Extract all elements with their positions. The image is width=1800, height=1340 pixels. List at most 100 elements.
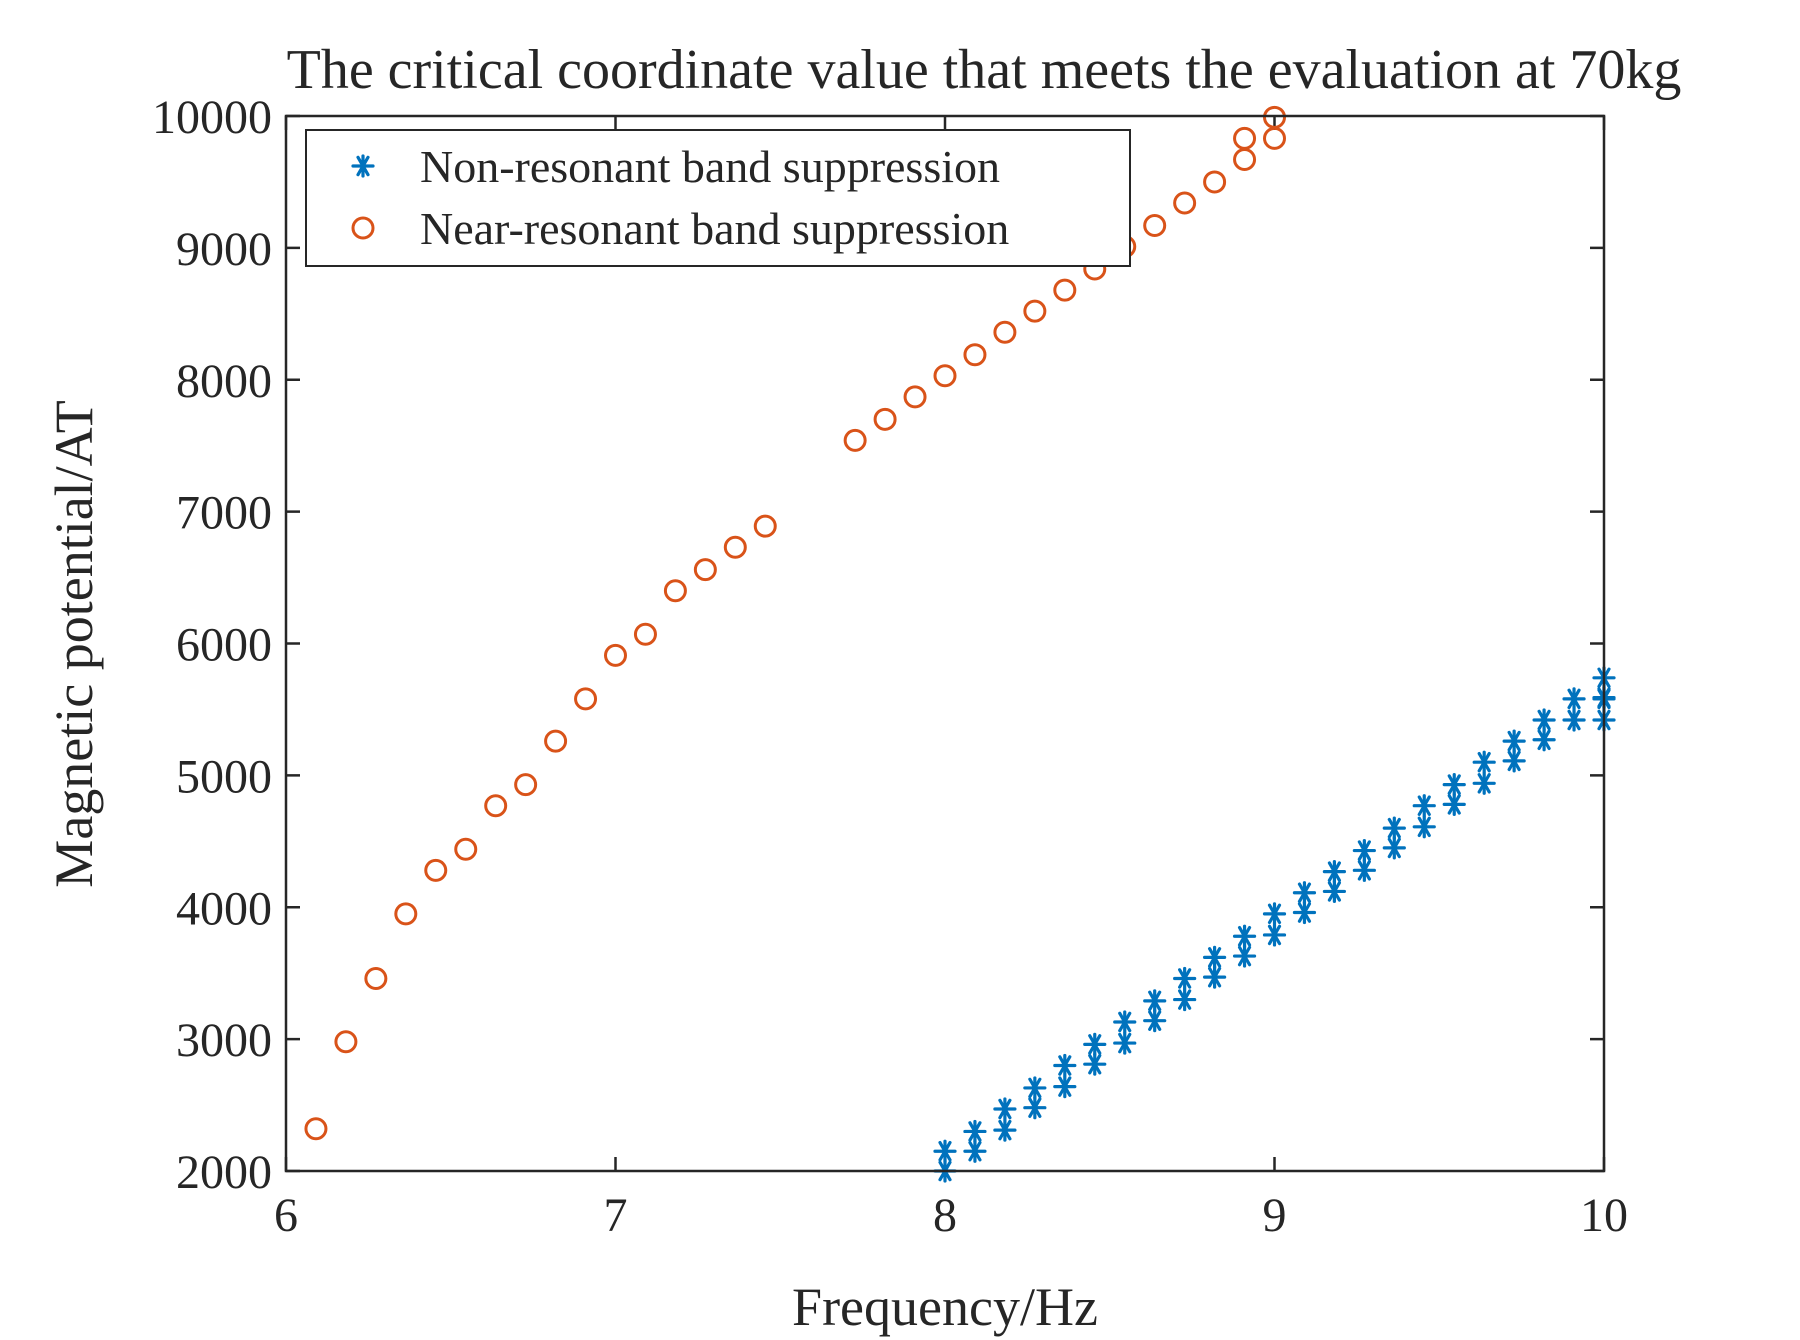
data-point	[933, 364, 957, 388]
data-point	[1382, 816, 1406, 840]
data-point	[903, 385, 927, 409]
y-tick-label: 9000	[176, 223, 272, 276]
y-tick-label: 6000	[176, 619, 272, 672]
data-point	[933, 1139, 957, 1163]
data-point	[1472, 771, 1496, 795]
data-point	[1322, 860, 1347, 884]
y-tick-label: 8000	[176, 355, 272, 408]
data-point	[1202, 945, 1227, 969]
x-tick-label: 7	[604, 1189, 628, 1242]
data-point	[1023, 1076, 1047, 1100]
data-point	[1412, 794, 1436, 818]
data-point	[454, 837, 478, 861]
data-point	[1232, 924, 1257, 948]
data-point	[1232, 944, 1257, 968]
data-point	[1143, 213, 1167, 237]
chart-title: The critical coordinate value that meets…	[287, 39, 1682, 101]
data-point	[1262, 923, 1287, 947]
y-tick-label: 10000	[152, 91, 272, 144]
data-point	[1262, 902, 1287, 926]
data-point	[1173, 987, 1197, 1012]
legend-box	[305, 129, 1131, 267]
data-point	[574, 687, 598, 711]
data-point	[963, 343, 987, 367]
data-point	[1472, 750, 1496, 774]
x-tick-label: 9	[1263, 1189, 1287, 1242]
data-point	[1083, 1032, 1107, 1057]
data-point	[1053, 1053, 1077, 1078]
data-point	[993, 320, 1017, 344]
data-point	[484, 794, 508, 818]
data-point	[1053, 278, 1077, 302]
y-tick-label: 4000	[176, 882, 272, 935]
data-point	[514, 773, 538, 797]
data-point	[1263, 105, 1286, 129]
axes-frame	[284, 114, 1606, 1173]
data-point	[1292, 881, 1317, 905]
data-point	[1292, 900, 1317, 925]
data-point	[753, 514, 777, 538]
x-tick-label: 8	[933, 1189, 957, 1242]
data-point	[1442, 792, 1466, 816]
data-point	[1382, 836, 1406, 860]
data-point	[993, 1097, 1017, 1121]
data-point	[663, 579, 687, 603]
data-point	[1412, 815, 1436, 839]
data-point	[693, 558, 717, 582]
legend: Non-resonant band suppression Near-reson…	[305, 129, 1131, 267]
data-point	[1143, 1009, 1167, 1033]
data-point	[1562, 708, 1586, 732]
data-point	[364, 966, 388, 990]
y-tick-label: 3000	[176, 1014, 272, 1067]
data-point	[1083, 1052, 1107, 1076]
legend-label-near-resonant: Near-resonant band suppression	[420, 203, 1009, 254]
data-point	[544, 729, 568, 753]
data-point	[604, 643, 627, 667]
x-axis-ticks: 6 7 8 9 10	[274, 116, 1628, 1242]
data-point	[1352, 838, 1376, 863]
data-point	[1173, 966, 1197, 991]
data-point	[1442, 773, 1466, 797]
legend-label-non-resonant: Non-resonant band suppression	[420, 141, 1000, 192]
x-tick-label: 10	[1580, 1189, 1628, 1242]
data-point	[394, 902, 418, 926]
legend-marker-near-resonant	[351, 216, 375, 240]
x-axis-label: Frequency/Hz	[792, 1277, 1098, 1337]
data-point	[723, 535, 747, 559]
data-point	[1352, 858, 1376, 882]
data-point	[1173, 191, 1197, 215]
data-point	[1233, 126, 1257, 150]
data-point	[1143, 989, 1167, 1013]
data-point	[424, 858, 448, 882]
data-point	[334, 1030, 358, 1054]
data-point	[1023, 1096, 1047, 1120]
data-point	[963, 1119, 987, 1144]
data-point	[1053, 1074, 1077, 1099]
data-point	[1113, 1010, 1137, 1034]
y-tick-label: 2000	[176, 1146, 272, 1199]
legend-marker-symbol	[351, 154, 375, 178]
data-point	[993, 1118, 1017, 1142]
x-tick-label: 6	[274, 1189, 298, 1242]
data-point	[633, 622, 657, 646]
data-point	[963, 1139, 987, 1163]
data-point	[1502, 729, 1526, 753]
y-axis-ticks: 2000 3000 4000 5000 6000 7000 8000 9000 10000	[152, 91, 1604, 1199]
data-point	[1113, 1031, 1137, 1055]
legend-marker-non-resonant	[351, 154, 375, 178]
data-point	[1532, 728, 1556, 752]
data-point	[304, 1117, 328, 1141]
data-point	[1562, 687, 1586, 711]
data-point	[1322, 879, 1347, 904]
data-point	[1203, 170, 1227, 194]
data-point	[1202, 965, 1227, 989]
y-tick-label: 5000	[176, 750, 272, 803]
data-point	[873, 407, 897, 431]
y-tick-label: 7000	[176, 487, 272, 540]
y-axis-label: Magnetic potential/AT	[44, 400, 104, 887]
data-point	[1023, 299, 1047, 323]
data-point	[1502, 749, 1526, 773]
data-point	[843, 428, 867, 452]
data-point	[1532, 708, 1556, 732]
